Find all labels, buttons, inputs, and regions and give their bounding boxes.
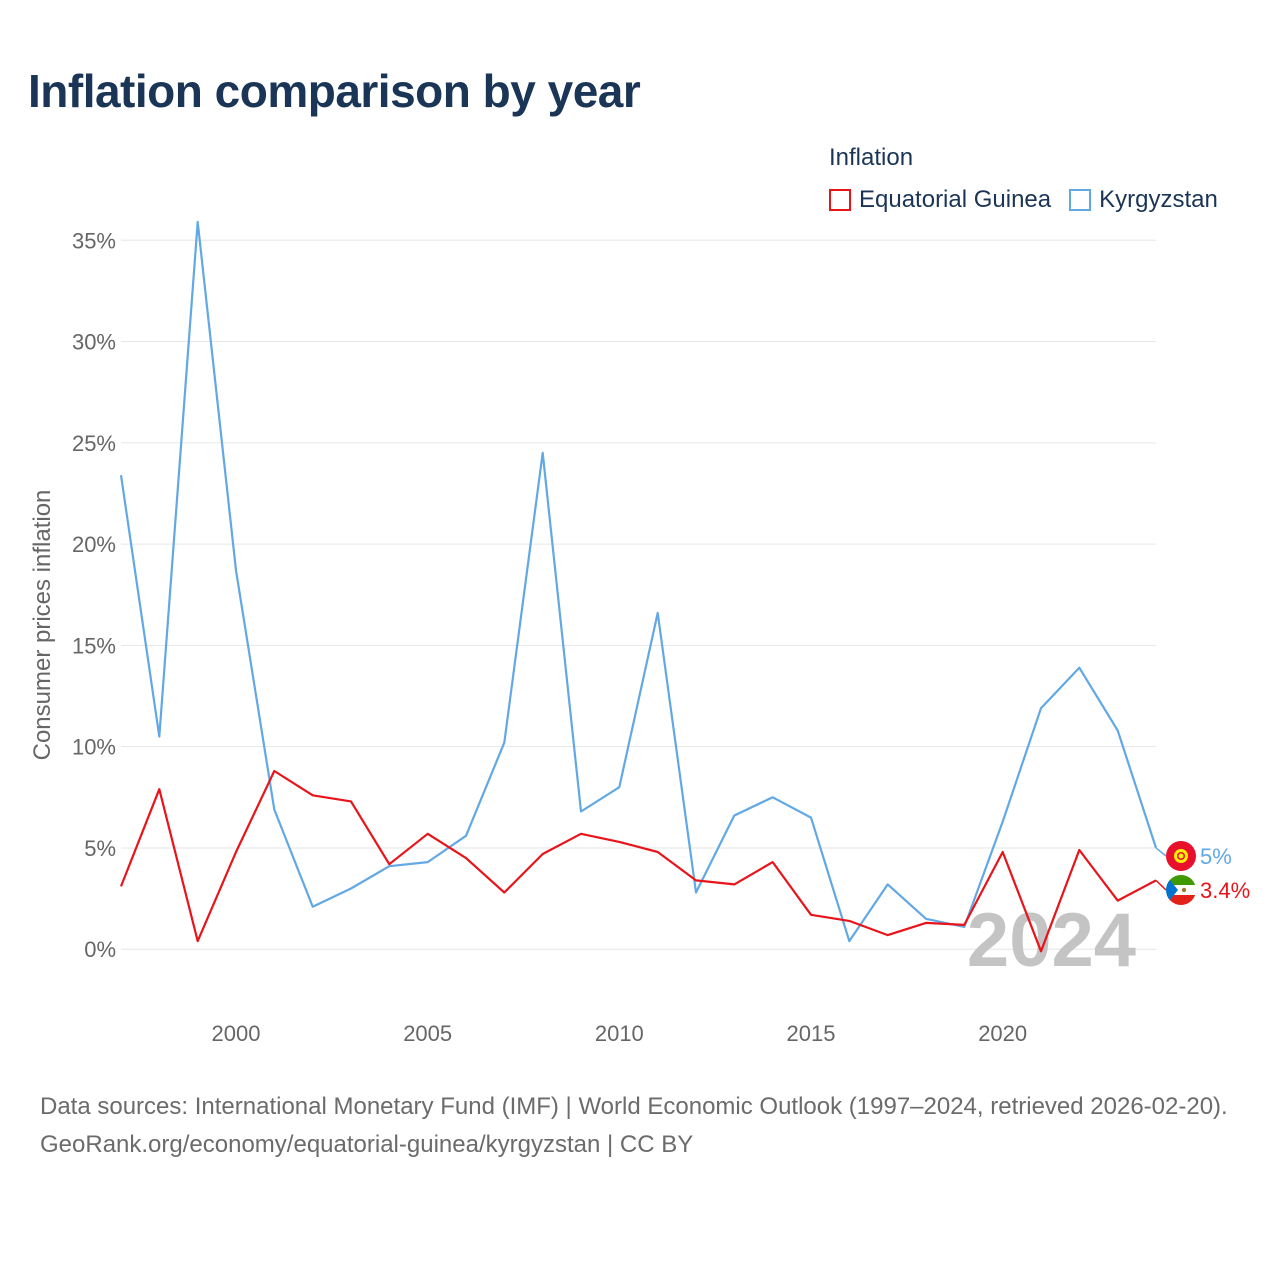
y-tick-label: 0% — [84, 937, 116, 962]
legend-swatch-kyrgyzstan — [1069, 189, 1092, 211]
legend-item-kyrgyzstan[interactable]: Kyrgyzstan — [1069, 186, 1218, 214]
series-line-equatorial-guinea — [119, 769, 1157, 953]
series-line-kyrgyzstan — [119, 220, 1158, 943]
footer: Data sources: International Monetary Fun… — [40, 1088, 1250, 1164]
legend-label-equatorial-guinea: Equatorial Guinea — [859, 186, 1052, 213]
y-tick-label: 5% — [84, 836, 116, 861]
x-tick-label: 2000 — [212, 1021, 261, 1046]
end-value-label: 5% — [1200, 844, 1232, 869]
legend-title: Inflation — [829, 144, 914, 171]
kyrgyzstan-flag-icon — [1166, 841, 1196, 871]
x-tick-label: 2005 — [403, 1021, 452, 1046]
x-tick-label: 2010 — [595, 1021, 644, 1046]
y-axis-label: Consumer prices inflation — [29, 490, 56, 761]
data-sources-text: Data sources: International Monetary Fun… — [40, 1093, 1228, 1120]
y-tick-label: 30% — [72, 330, 116, 355]
y-tick-label: 35% — [72, 228, 116, 253]
legend: Equatorial Guinea Kyrgyzstan — [829, 186, 1236, 214]
source-url-text: GeoRank.org/economy/equatorial-guinea/ky… — [40, 1131, 694, 1158]
end-connector — [1155, 879, 1167, 891]
y-tick-label: 15% — [72, 633, 116, 658]
y-tick-label: 10% — [72, 735, 116, 760]
legend-item-equatorial-guinea[interactable]: Equatorial Guinea — [829, 186, 1051, 214]
legend-swatch-equatorial-guinea — [829, 189, 851, 211]
y-tick-label: 25% — [72, 431, 116, 456]
end-value-label: 3.4% — [1200, 878, 1250, 903]
equatorial-guinea-flag-icon — [1166, 875, 1196, 905]
line-chart: 0% 5% 10% 15% 20% 25% 30% 35% 2000 2005 2010 2015 20… — [29, 220, 1250, 1046]
y-tick-label: 20% — [72, 532, 116, 557]
x-tick-label: 2015 — [787, 1021, 836, 1046]
x-tick-label: 2020 — [978, 1021, 1027, 1046]
legend-label-kyrgyzstan: Kyrgyzstan — [1099, 186, 1218, 213]
chart-title: Inflation comparison by year — [28, 65, 641, 117]
year-watermark: 2024 — [967, 898, 1136, 983]
end-connector — [1155, 847, 1167, 857]
